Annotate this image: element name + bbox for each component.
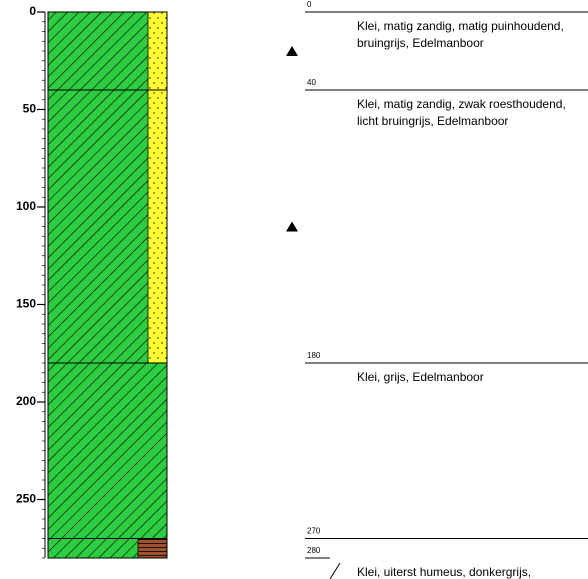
connector bbox=[329, 562, 341, 579]
tick-label: 100 bbox=[16, 199, 36, 213]
clay-segment bbox=[48, 12, 167, 90]
layer-depth: 0 bbox=[307, 0, 312, 9]
clay-segment bbox=[48, 538, 167, 558]
layer-description: Klei, matig zandig, matig puinhoudend, b… bbox=[357, 19, 564, 50]
layer-description: Klei, uiterst humeus, donkergrijs, Edelm… bbox=[357, 565, 532, 579]
sand-strip bbox=[147, 89, 168, 364]
layer-description: Klei, grijs, Edelmanboor bbox=[357, 370, 484, 384]
sand-strip bbox=[147, 11, 168, 91]
tick-label: 200 bbox=[16, 394, 36, 408]
end-depth: 280 bbox=[307, 546, 321, 555]
water-level bbox=[286, 221, 298, 232]
water-level bbox=[286, 46, 298, 56]
clay-segment bbox=[48, 363, 167, 539]
tick-label: 50 bbox=[23, 102, 37, 116]
layer-depth: 180 bbox=[307, 351, 321, 360]
layer-depth: 40 bbox=[307, 78, 316, 87]
column-outline bbox=[47, 11, 168, 559]
clay-segment bbox=[48, 90, 167, 363]
layer-description: Klei, matig zandig, zwak roesthoudend, l… bbox=[357, 97, 566, 128]
peat-strip bbox=[137, 538, 168, 559]
tick-label: 250 bbox=[16, 492, 36, 506]
tick-label: 150 bbox=[16, 297, 36, 311]
tick-label: 0 bbox=[29, 4, 36, 18]
layer-depth: 270 bbox=[307, 527, 321, 536]
